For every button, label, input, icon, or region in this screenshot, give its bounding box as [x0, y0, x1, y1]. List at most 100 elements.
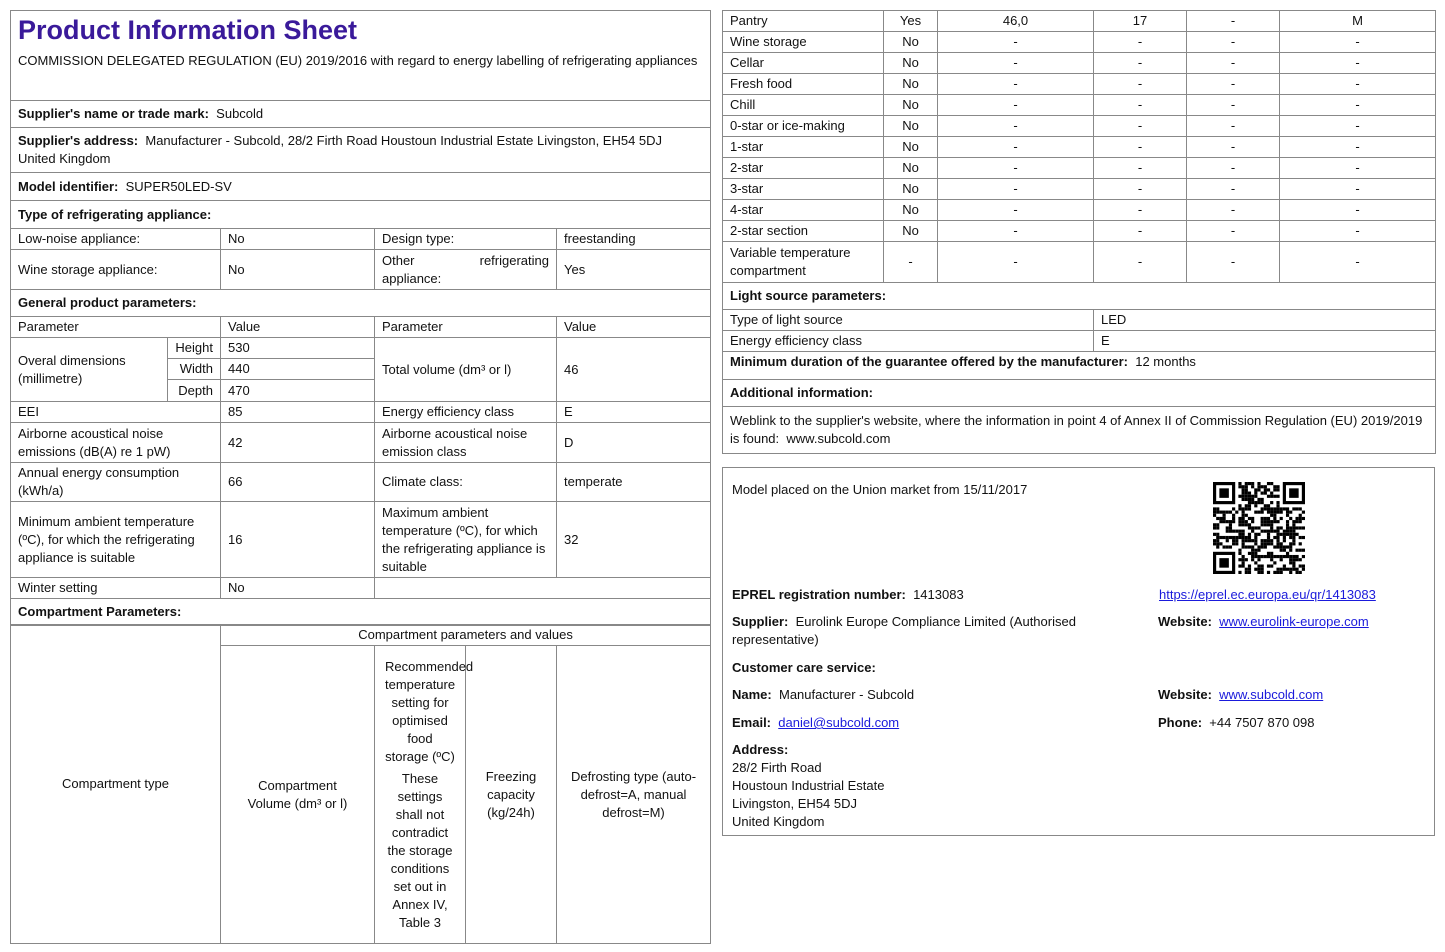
dim-value: 530 — [220, 337, 375, 359]
label: Minimum ambient temperature (ºC), for wh… — [10, 501, 221, 578]
website-label: Website: — [1158, 687, 1212, 702]
phone-label: Phone: — [1158, 715, 1203, 730]
guarantee-label: Minimum duration of the guarantee offere… — [730, 354, 1128, 369]
product-info-table: Product Information Sheet COMMISSION DEL… — [9, 10, 712, 626]
compartment-value: - — [1093, 220, 1187, 242]
compartment-name: 2-star — [722, 157, 884, 179]
care-website-link[interactable]: www.subcold.com — [1219, 687, 1324, 702]
compartment-value: - — [1093, 199, 1187, 221]
compartment-value: - — [1093, 157, 1187, 179]
compartment-value: - — [1186, 94, 1280, 116]
market-info-box: Model placed on the Union market from 15… — [722, 467, 1435, 836]
dims-label: Overal dimensions (millimetre) — [10, 337, 168, 402]
compartment-name: 2-star section — [722, 220, 884, 242]
type-row: Low-noise appliance: No Design type: freest… — [10, 228, 712, 250]
compartment-name: 4-star — [722, 199, 884, 221]
compartment-row: Pantry Yes 46,0 17- M — [722, 10, 1436, 32]
label: Wine storage appliance: — [10, 249, 221, 290]
market-date: Model placed on the Union market from 15… — [732, 482, 1028, 497]
value: 66 — [220, 462, 375, 502]
guarantee-value: 12 months — [1135, 354, 1196, 369]
value: 32 — [555, 501, 712, 578]
compartment-value: No — [883, 178, 938, 200]
compartment-row: 3-star No - - - - — [722, 178, 1436, 200]
freezing-header: Freezing capacity (kg/24h) — [465, 645, 557, 944]
param-row: EEI 85 Energy efficiency class E — [10, 401, 712, 423]
compartment-value: - — [937, 115, 1094, 137]
label: Other refrigerating appliance: — [374, 249, 557, 290]
compartment-value: 17 — [1093, 10, 1187, 32]
compartment-value: No — [883, 220, 938, 242]
compartment-value: - — [1279, 199, 1436, 221]
name-label: Name: — [732, 687, 772, 702]
compartment-name: Pantry — [722, 10, 884, 32]
supplier-name-label: Supplier's name or trade mark: — [18, 106, 209, 121]
value: No — [220, 228, 375, 250]
care-name: Manufacturer - Subcold — [778, 687, 915, 702]
volume-label: Total volume (dm³ or l) — [374, 337, 557, 402]
website-label: Website: — [1158, 614, 1212, 629]
compartment-name: Variable temperature compartment — [722, 241, 884, 283]
compartment-value: Yes — [883, 10, 938, 32]
qr-code-icon — [1213, 482, 1305, 574]
dim-value: 440 — [220, 358, 375, 380]
compartment-value: 46,0 — [937, 10, 1094, 32]
compartment-value: - — [1279, 136, 1436, 158]
care-heading: Customer care service: — [732, 660, 876, 675]
compartment-value: - — [1186, 10, 1280, 32]
label: Maximum ambient temperature (ºC), for wh… — [374, 501, 557, 578]
compartment-value: - — [1186, 52, 1280, 74]
regulation-subtitle: COMMISSION DELEGATED REGULATION (EU) 201… — [18, 53, 698, 68]
compartment-name: 3-star — [722, 178, 884, 200]
compartment-value: - — [1186, 115, 1280, 137]
value: Yes — [555, 249, 712, 290]
label: Winter setting — [10, 577, 221, 599]
compartment-value: - — [1186, 157, 1280, 179]
temp-note: These settings shall not contradict the … — [387, 770, 453, 930]
phone-value: +44 7507 870 098 — [1209, 715, 1315, 730]
compartment-value: - — [1093, 73, 1187, 95]
supplier-website-link[interactable]: www.eurolink-europe.com — [1219, 614, 1369, 629]
compartment-value: - — [1279, 241, 1436, 283]
compartment-value: - — [1186, 136, 1280, 158]
compartment-value: M — [1279, 10, 1436, 32]
compartment-value: - — [1093, 115, 1187, 137]
compartment-value: - — [1093, 94, 1187, 116]
light-class-label: Energy efficiency class — [722, 330, 1094, 352]
compartment-type-header: Compartment type — [10, 624, 221, 944]
label: Climate class: — [374, 462, 557, 502]
label: Energy efficiency class — [374, 401, 557, 423]
dim-key: Height — [167, 337, 221, 359]
compartment-value: No — [883, 115, 938, 137]
value: freestanding — [555, 228, 712, 250]
compartment-name: Chill — [722, 94, 884, 116]
model-identifier: SUPER50LED-SV — [125, 178, 232, 194]
address-label: Address: — [732, 742, 789, 757]
email-link[interactable]: daniel@subcold.com — [778, 715, 900, 730]
supplier-address: Manufacturer - Subcold, 28/2 Firth Road … — [18, 133, 663, 166]
compartment-values-table: Pantry Yes 46,0 17- M Wine storage No - - - - Cella… — [722, 10, 1436, 454]
compartment-value: - — [1093, 178, 1187, 200]
type-heading: Type of refrigerating appliance: — [18, 206, 212, 222]
dim-key: Depth — [167, 379, 221, 402]
compartment-group-header: Compartment parameters and values — [219, 624, 712, 646]
compartment-value: - — [1186, 241, 1280, 283]
compartment-value: - — [1279, 157, 1436, 179]
eprel-link[interactable]: https://eprel.ec.europa.eu/qr/1413083 — [1159, 587, 1376, 602]
address-line: Houstoun Industrial Estate — [732, 778, 885, 793]
page-title: Product Information Sheet — [18, 15, 358, 45]
label: Airborne acoustical noise emission class — [374, 422, 557, 463]
compartment-name: Wine storage — [722, 31, 884, 53]
eprel-label: EPREL registration number: — [732, 587, 906, 602]
compartment-value: - — [1186, 199, 1280, 221]
value: D — [555, 422, 712, 463]
compartment-value: - — [1279, 94, 1436, 116]
compartment-name: 0-star or ice-making — [722, 115, 884, 137]
eprel-number: 1413083 — [913, 587, 964, 602]
compartment-value: - — [937, 178, 1094, 200]
dim-key: Width — [167, 358, 221, 380]
value: 85 — [220, 401, 375, 423]
compartment-value: - — [937, 94, 1094, 116]
compartment-value: - — [937, 52, 1094, 74]
compartment-value: - — [1279, 178, 1436, 200]
